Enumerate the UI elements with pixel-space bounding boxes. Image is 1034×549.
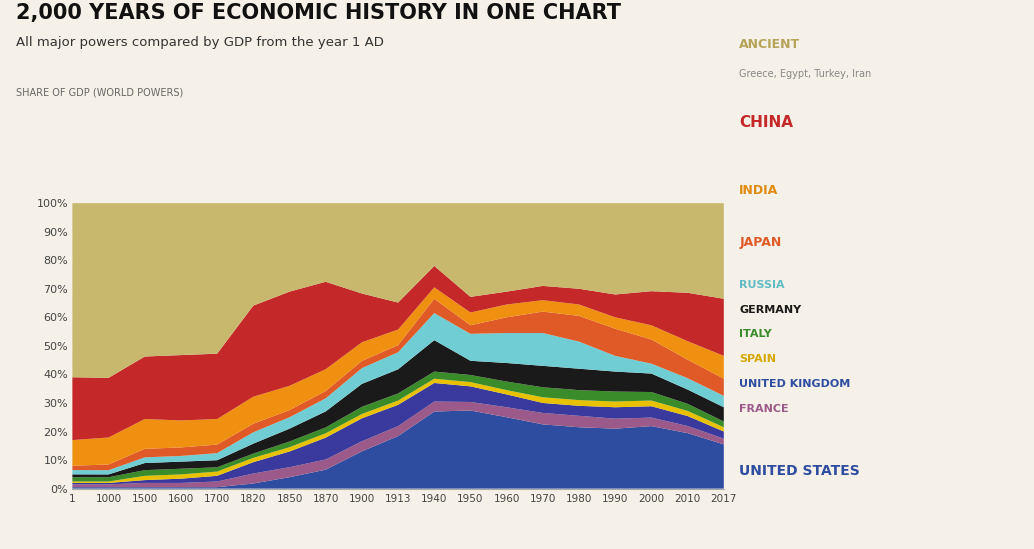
Text: INDIA: INDIA [739,184,779,197]
Text: UNITED STATES: UNITED STATES [739,464,860,478]
Text: GERMANY: GERMANY [739,305,801,315]
Text: ITALY: ITALY [739,329,772,339]
Text: CHINA: CHINA [739,115,793,130]
Text: All major powers compared by GDP from the year 1 AD: All major powers compared by GDP from th… [16,36,384,49]
Text: JAPAN: JAPAN [739,236,782,249]
Text: 2,000 YEARS OF ECONOMIC HISTORY IN ONE CHART: 2,000 YEARS OF ECONOMIC HISTORY IN ONE C… [16,3,620,23]
Text: SPAIN: SPAIN [739,354,777,364]
Text: SHARE OF GDP (WORLD POWERS): SHARE OF GDP (WORLD POWERS) [16,88,183,98]
Text: RUSSIA: RUSSIA [739,280,785,290]
Text: Greece, Egypt, Turkey, Iran: Greece, Egypt, Turkey, Iran [739,69,872,79]
Text: FRANCE: FRANCE [739,404,789,413]
Text: UNITED KINGDOM: UNITED KINGDOM [739,379,851,389]
Text: ANCIENT: ANCIENT [739,38,800,52]
